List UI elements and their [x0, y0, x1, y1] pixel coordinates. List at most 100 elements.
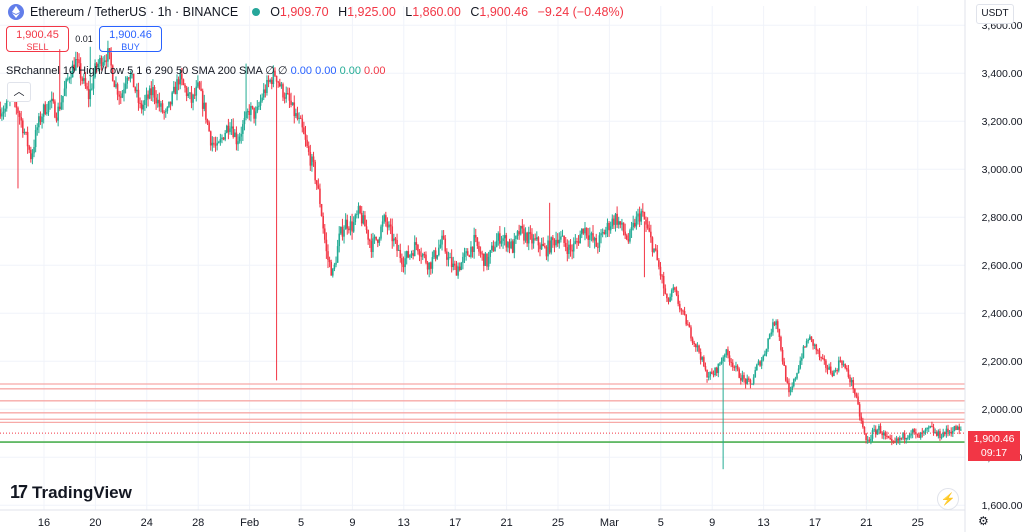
lightning-icon[interactable]: ⚡ [937, 488, 959, 510]
candle-body [598, 235, 601, 248]
buy-button[interactable]: 1,900.46 BUY [99, 26, 162, 52]
candle-body [691, 338, 694, 343]
candle-body [484, 253, 487, 266]
close-value: 1,900.46 [479, 5, 529, 19]
candle-body [306, 139, 308, 147]
candle-body [897, 438, 900, 441]
time-tick-label: 9 [349, 517, 355, 529]
candle-body [489, 250, 492, 257]
candle-body [540, 243, 543, 250]
candle-body [555, 239, 557, 246]
tradingview-logo[interactable]: 17 TradingView [10, 482, 132, 503]
buy-label: BUY [121, 42, 140, 52]
time-tick-label: 9 [709, 517, 715, 529]
candle-body [362, 215, 365, 224]
candle-body [431, 257, 434, 269]
candle-body [95, 63, 98, 68]
candle-body [733, 366, 736, 368]
sell-button[interactable]: 1,900.45 SELL [6, 26, 69, 52]
sell-label: SELL [26, 42, 49, 52]
candle-body [892, 440, 895, 442]
candle-body [701, 357, 704, 360]
candle-body [919, 432, 922, 438]
candle-body [346, 219, 349, 229]
candle-body [574, 241, 577, 244]
candle-body [666, 293, 668, 299]
candle-body [717, 363, 720, 373]
candle-body [405, 251, 408, 259]
candle-body [791, 386, 793, 390]
candle-body [895, 438, 898, 442]
candle-body [83, 78, 85, 81]
candle-body [884, 432, 887, 436]
candle-body [956, 426, 959, 431]
candle-body [198, 82, 201, 89]
candle-body [913, 429, 916, 433]
candle-body [783, 361, 785, 366]
candle-body [182, 79, 185, 85]
candle-body [354, 214, 357, 223]
candle-body [86, 86, 88, 89]
candle-body [79, 63, 82, 79]
candle-body [348, 228, 350, 231]
candle-body [163, 112, 165, 114]
candle-body [341, 226, 344, 237]
indicator-legend[interactable]: SRchannel 10 High/Low 5 1 6 290 50 SMA 2… [6, 64, 385, 77]
candle-body [486, 253, 488, 267]
candle-body [600, 233, 602, 236]
change-value: −9.24 (−0.48%) [537, 5, 624, 19]
candle-body [332, 268, 334, 276]
candle-body [190, 92, 193, 103]
collapse-legend-button[interactable]: ︿ [7, 82, 31, 102]
candle-body [935, 432, 938, 436]
candle-body [865, 433, 867, 441]
time-tick-label: 24 [141, 517, 153, 529]
candle-body [450, 257, 453, 268]
candle-body [311, 156, 313, 166]
candle-body [385, 215, 387, 222]
candle-body [160, 103, 162, 107]
candle-body [189, 92, 191, 94]
candle-body [550, 237, 553, 253]
candle-body [507, 242, 509, 248]
candle-body [60, 102, 63, 110]
candle-body [108, 48, 111, 54]
candle-body [635, 216, 638, 227]
candle-body [446, 251, 448, 260]
candle-body [499, 233, 501, 244]
candle-body [349, 221, 352, 231]
candle-body [524, 232, 527, 241]
candle-body [415, 242, 418, 245]
time-tick-label: Mar [600, 517, 619, 529]
candle-body [569, 244, 572, 250]
candle-body [338, 233, 341, 247]
candle-body [654, 248, 657, 251]
candle-body [952, 431, 954, 434]
candle-body [208, 122, 210, 132]
candle-body [773, 322, 776, 326]
candle-body [153, 87, 156, 98]
candle-body [815, 344, 818, 351]
candle-body [693, 342, 696, 344]
candle-body [213, 142, 215, 145]
candle-body [137, 89, 140, 103]
candle-body [455, 265, 458, 276]
candle-body [243, 117, 246, 125]
candle-body [142, 104, 145, 110]
candle-body [719, 363, 721, 365]
currency-selector[interactable]: USDT [976, 4, 1014, 24]
candle-body [31, 153, 34, 160]
candle-body [751, 383, 753, 385]
candle-body [534, 238, 536, 240]
candle-body [436, 255, 439, 259]
candle-body [595, 237, 598, 247]
symbol-title[interactable]: Ethereum / TetherUS · 1h · BINANCE [30, 5, 239, 19]
market-status-icon[interactable] [252, 8, 261, 16]
candle-body [571, 249, 573, 252]
candle-body [911, 429, 914, 434]
candle-body [715, 367, 718, 373]
candle-body [894, 441, 896, 443]
gear-icon[interactable]: ⚙ [978, 514, 989, 528]
candle-body [725, 349, 728, 355]
